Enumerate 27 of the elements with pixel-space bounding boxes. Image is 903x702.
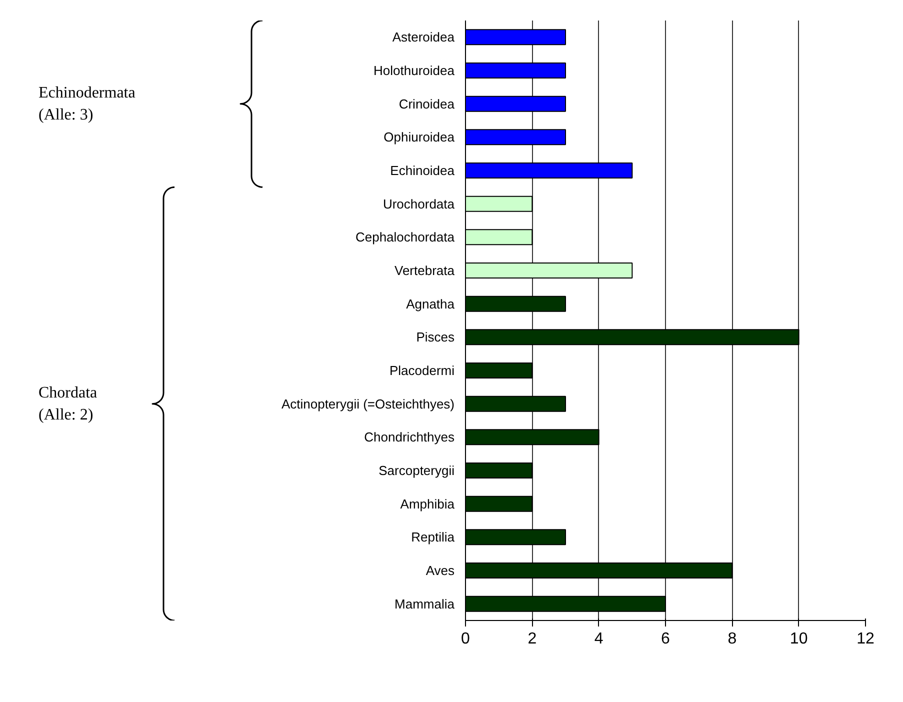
y-tick-label: Urochordata bbox=[382, 196, 456, 212]
y-tick-label: Reptilia bbox=[411, 530, 456, 545]
y-tick-label: Agnatha bbox=[406, 296, 456, 312]
y-tick-label: Asteroidea bbox=[392, 30, 456, 45]
x-tick-label: 10 bbox=[790, 630, 808, 648]
y-tick-label: Actinopterygii (=Osteichthyes) bbox=[281, 396, 455, 412]
y-tick-label: Aves bbox=[426, 563, 455, 578]
x-tick-label: 2 bbox=[528, 630, 537, 648]
y-tick-label: Placodermi bbox=[389, 363, 455, 378]
y-tick-label: Ophiuroidea bbox=[384, 130, 456, 145]
y-tick-label: Sarcopterygii bbox=[378, 463, 455, 478]
text: Chordata (Alle: 2) bbox=[38, 384, 98, 424]
y-tick-label: Holothuroidea bbox=[374, 63, 456, 78]
x-tick-label: 12 bbox=[856, 630, 874, 648]
y-tick-label: Vertebrata bbox=[394, 263, 456, 278]
y-tick-label: Echinoidea bbox=[390, 163, 456, 178]
text: Echinodermata (Alle: 3) bbox=[38, 84, 136, 124]
y-tick-label: Chondrichthyes bbox=[364, 430, 455, 445]
x-tick-label: 0 bbox=[461, 630, 470, 648]
y-tick-label: Mammalia bbox=[394, 596, 456, 612]
y-tick-label: Cephalochordata bbox=[355, 230, 456, 245]
x-tick-label: 6 bbox=[661, 630, 670, 648]
x-tick-label: 8 bbox=[728, 630, 737, 648]
y-tick-label: Amphibia bbox=[400, 496, 456, 512]
x-tick-label: 4 bbox=[594, 630, 604, 648]
y-tick-label: Crinoidea bbox=[398, 96, 456, 112]
y-tick-label: Pisces bbox=[416, 330, 455, 345]
